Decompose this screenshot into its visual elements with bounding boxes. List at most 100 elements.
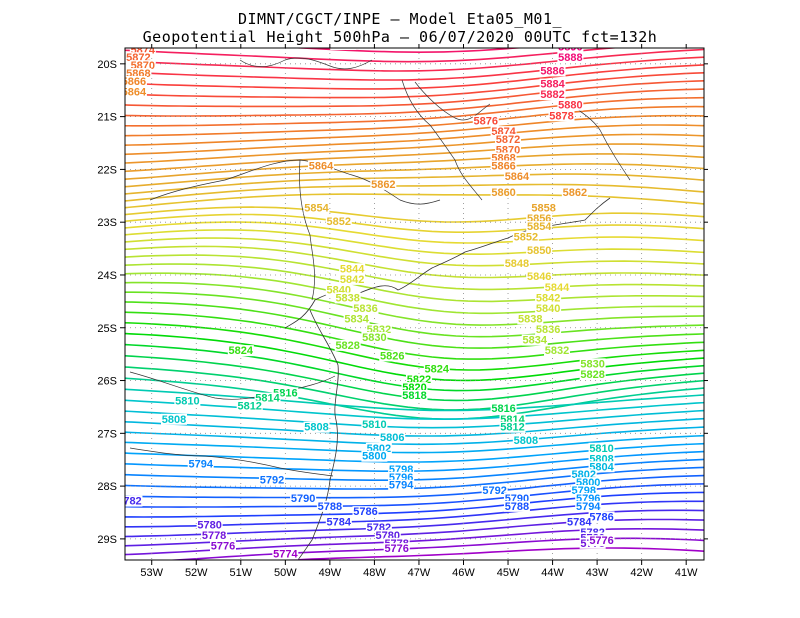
- lat-label: 20S: [97, 59, 117, 71]
- contour-label-bg: [557, 48, 584, 53]
- contour-label: 5880: [558, 100, 582, 112]
- contour-label-bg: [544, 281, 571, 293]
- contour-label: 5852: [514, 232, 538, 244]
- contour-line: [125, 124, 704, 156]
- contour-label: 5818: [402, 390, 426, 402]
- contour-label: 5842: [340, 274, 364, 286]
- contour-label-bg: [330, 48, 357, 50]
- contour-label: 5830: [362, 332, 386, 344]
- contour-label-bg: [343, 313, 370, 325]
- contour-label: 5786: [589, 511, 613, 523]
- contour-label-bg: [588, 511, 615, 523]
- contour-label-bg: [334, 339, 361, 351]
- contour-label-bg: [303, 421, 330, 433]
- contour-label-bg: [526, 271, 553, 283]
- contour-label: 5842: [536, 292, 560, 304]
- contour-label-bg: [557, 52, 584, 64]
- contour-label-bg: [512, 231, 539, 243]
- contour-label: 5876: [474, 116, 498, 128]
- contour-line: [120, 18, 708, 33]
- contour-label-bg: [125, 52, 152, 64]
- contour-label-bg: [388, 479, 415, 491]
- contour-label: 5808: [162, 414, 186, 426]
- contour-label: 5774: [273, 548, 298, 560]
- contour-line: [125, 417, 704, 437]
- contour-label-bg: [405, 374, 432, 386]
- contour-label: 5844: [340, 263, 365, 275]
- height-contours: [120, 18, 708, 560]
- lon-label: 45W: [497, 567, 520, 579]
- contour-label: 5854: [527, 221, 552, 233]
- contour-label-bg: [325, 284, 352, 296]
- contour-label-bg: [365, 324, 392, 336]
- contour-line: [125, 193, 704, 209]
- lon-label: 50W: [274, 567, 297, 579]
- contour-label-bg: [361, 450, 388, 462]
- contour-label: 5786: [353, 506, 377, 518]
- contour-label: 5886: [540, 65, 564, 77]
- contour-label: 5864: [505, 171, 530, 183]
- lat-label: 27S: [97, 428, 117, 440]
- contour-label: 5788: [505, 501, 529, 513]
- contour-label: 5794: [389, 480, 414, 492]
- contour-label-bg: [272, 548, 299, 560]
- lat-label: 23S: [97, 217, 117, 229]
- contour-line: [125, 366, 704, 411]
- contour-label: 5846: [527, 271, 551, 283]
- contour-label-bg: [495, 134, 522, 146]
- contour-label-bg: [526, 244, 553, 256]
- lat-label: 21S: [97, 112, 117, 124]
- contour-line: [125, 64, 704, 90]
- contour-line: [125, 88, 704, 117]
- contour-label: 5836: [536, 324, 560, 336]
- contour-label: 5864: [122, 87, 147, 99]
- contour-line: [125, 245, 704, 279]
- contour-label: 5800: [362, 451, 386, 463]
- lat-label: 22S: [97, 164, 117, 176]
- contour-label-bg: [370, 178, 397, 190]
- lon-label: 48W: [363, 567, 386, 579]
- contour-label-bg: [579, 368, 606, 380]
- contour-line: [125, 105, 704, 137]
- contour-label-bg: [254, 392, 281, 404]
- contour-line: [125, 229, 704, 256]
- contour-label-bg: [352, 302, 379, 314]
- contour-label-bg: [512, 434, 539, 446]
- contour-line: [125, 237, 704, 267]
- contour-label-bg: [499, 413, 526, 425]
- contour-label-bg: [557, 99, 584, 111]
- state-border-2: [129, 447, 334, 477]
- contour-label-bg: [575, 492, 602, 504]
- contour-line: [125, 96, 704, 127]
- state-border-1: [129, 371, 336, 400]
- contour-label-bg: [401, 390, 428, 402]
- contour-label-bg: [352, 506, 379, 518]
- contour-line: [125, 254, 704, 291]
- contour-label: 5878: [549, 110, 573, 122]
- contour-line: [125, 272, 704, 315]
- lon-label: 47W: [408, 567, 431, 579]
- contour-label: 5848: [505, 258, 529, 270]
- contour-label: 5810: [589, 443, 613, 455]
- contour-line: [125, 281, 704, 326]
- contour-label: 5840: [536, 303, 560, 315]
- state-border-7: [239, 57, 373, 70]
- contour-line: [125, 301, 704, 349]
- contour-label-bg: [490, 186, 517, 198]
- contour-label: 5808: [304, 422, 328, 434]
- contour-label-bg: [588, 442, 615, 454]
- contour-label-bg: [307, 160, 334, 172]
- contour-line: [125, 133, 704, 164]
- contour-label: 5776: [589, 535, 613, 547]
- contour-label: 5782: [117, 496, 141, 508]
- contour-label-bg: [503, 170, 530, 182]
- contour-line: [277, 547, 704, 560]
- contour-label: 5784: [327, 517, 352, 529]
- contour-label: 5810: [362, 419, 386, 431]
- contour-label: 5874: [131, 44, 156, 56]
- contour-label-bg: [379, 350, 406, 362]
- contour-line: [125, 48, 704, 72]
- contour-line: [125, 153, 704, 180]
- contour-label-bg: [499, 421, 526, 433]
